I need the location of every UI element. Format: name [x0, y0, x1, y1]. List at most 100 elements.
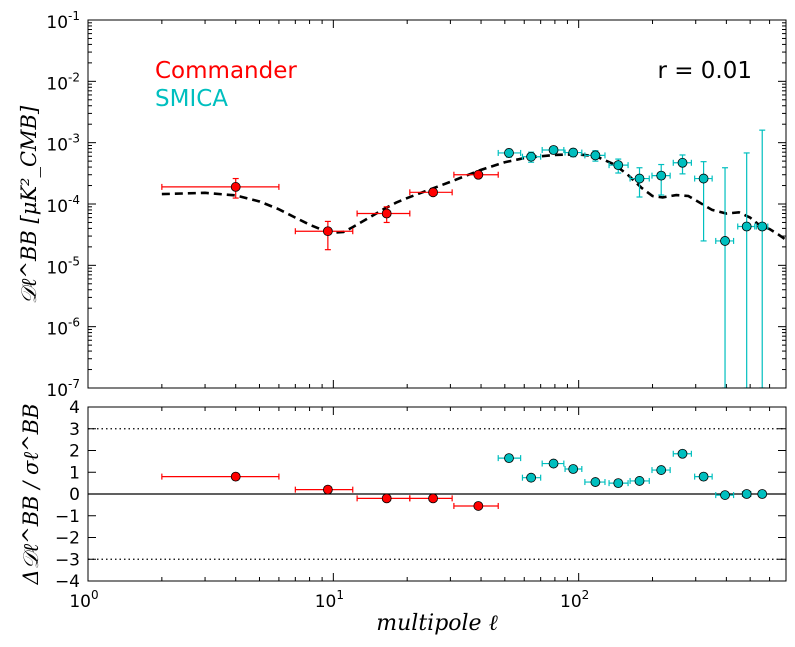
- top-panel: 10-7 10-6 10-5 10-4 10-3 10-2 10-1 Commander S…: [17, 9, 787, 401]
- marker-smica: [613, 478, 624, 489]
- xtick-label: 102: [560, 588, 589, 612]
- marker-smica: [568, 464, 579, 474]
- marker-smica: [757, 221, 768, 232]
- data-point-smica: [541, 145, 565, 155]
- data-point-commander: [453, 169, 499, 180]
- data-point-commander: [161, 177, 280, 199]
- ytick-label: 10-2: [46, 70, 80, 94]
- data-point-commander: [409, 187, 453, 198]
- residual-point-smica: [694, 471, 713, 482]
- ytick-label: 0: [69, 485, 80, 505]
- xtick-label: 100: [69, 588, 98, 612]
- top-plot-area: [88, 20, 786, 388]
- marker-smica: [526, 472, 537, 483]
- residual-point-commander: [453, 501, 499, 511]
- model-curve: [161, 153, 786, 241]
- ytick-label: 4: [69, 398, 80, 418]
- residual-point-smica: [672, 448, 692, 459]
- ytick-label: 3: [69, 420, 80, 440]
- marker-smica: [613, 160, 624, 171]
- marker-smica: [656, 465, 667, 475]
- data-point-smica: [694, 161, 713, 242]
- top-plot-frame: [87, 19, 787, 389]
- marker-smica: [656, 170, 667, 181]
- data-point-smica: [651, 163, 671, 196]
- r-annotation: r = 0.01: [657, 58, 752, 84]
- marker-commander: [473, 501, 484, 511]
- marker-smica: [526, 151, 537, 162]
- reference-lines: [88, 428, 786, 560]
- data-point-smica: [672, 154, 692, 175]
- legend-smica: SMICA: [155, 86, 228, 112]
- marker-smica: [504, 453, 514, 464]
- marker-smica: [757, 489, 768, 499]
- residual-point-smica: [741, 489, 752, 499]
- bottom-plot-frame: [87, 406, 787, 582]
- top-ylabel: 𝒟ℓ^BB [μK²_CMB]: [17, 105, 41, 304]
- data-point-commander: [294, 220, 354, 251]
- marker-commander: [322, 226, 333, 237]
- residual-point-smica: [629, 476, 650, 486]
- marker-smica: [568, 147, 579, 158]
- data-point-smica: [629, 167, 650, 198]
- data-point-smica: [521, 151, 542, 163]
- data-point-smica: [608, 158, 629, 174]
- xlabel: multipole ℓ: [376, 611, 498, 636]
- marker-smica: [698, 471, 709, 482]
- marker-commander: [230, 471, 241, 482]
- residual-point-smica: [541, 458, 565, 469]
- model-curve-line: [161, 153, 786, 241]
- marker-commander: [230, 182, 241, 192]
- residual-point-smica: [521, 472, 542, 483]
- residual-point-smica: [608, 478, 629, 489]
- ytick-label: −3: [55, 550, 80, 570]
- data-point-smica: [584, 150, 606, 162]
- marker-smica: [548, 458, 559, 469]
- marker-commander: [322, 484, 333, 495]
- marker-smica: [741, 489, 752, 499]
- bottom-ylabel: Δ𝒟ℓ^BB / σℓ^BB: [19, 403, 43, 585]
- xtick-label: 101: [315, 588, 344, 612]
- data-point-smica: [497, 148, 522, 158]
- marker-smica: [698, 173, 709, 184]
- marker-smica: [720, 236, 730, 246]
- residual-point-smica: [651, 465, 671, 475]
- data-point-smica: [755, 129, 769, 388]
- data-point-commander: [356, 206, 411, 224]
- bottom-data-points: [161, 448, 768, 511]
- marker-commander: [428, 187, 438, 198]
- data-point-smica: [737, 152, 756, 388]
- marker-smica: [634, 173, 645, 184]
- ytick-label: 10-7: [46, 377, 80, 401]
- residual-point-smica: [757, 489, 768, 499]
- marker-smica: [634, 476, 645, 486]
- marker-commander: [381, 493, 392, 504]
- residual-point-commander: [161, 471, 280, 482]
- residual-point-smica: [497, 453, 522, 464]
- residual-point-smica: [564, 464, 583, 474]
- marker-commander: [428, 493, 438, 504]
- residual-point-commander: [409, 493, 453, 504]
- ytick-label: 10-5: [46, 254, 80, 278]
- marker-smica: [504, 148, 514, 158]
- residual-point-smica: [584, 477, 606, 487]
- ytick-label: −2: [55, 529, 80, 549]
- data-point-smica: [564, 147, 583, 158]
- marker-commander: [473, 169, 484, 180]
- ytick-label: 10-1: [46, 9, 80, 33]
- residual-point-commander: [294, 484, 354, 495]
- marker-smica: [677, 157, 688, 168]
- ytick-label: −1: [55, 507, 80, 527]
- marker-smica: [590, 477, 601, 487]
- residual-point-smica: [715, 490, 735, 500]
- legend-commander: Commander: [155, 58, 297, 84]
- ytick-label: 10-4: [46, 193, 80, 217]
- top-ticks: 10-7 10-6 10-5 10-4 10-3 10-2 10-1: [46, 9, 787, 401]
- marker-smica: [590, 150, 601, 161]
- marker-commander: [381, 208, 392, 219]
- ytick-label: 10-3: [46, 132, 80, 156]
- ytick-label: −4: [55, 572, 80, 592]
